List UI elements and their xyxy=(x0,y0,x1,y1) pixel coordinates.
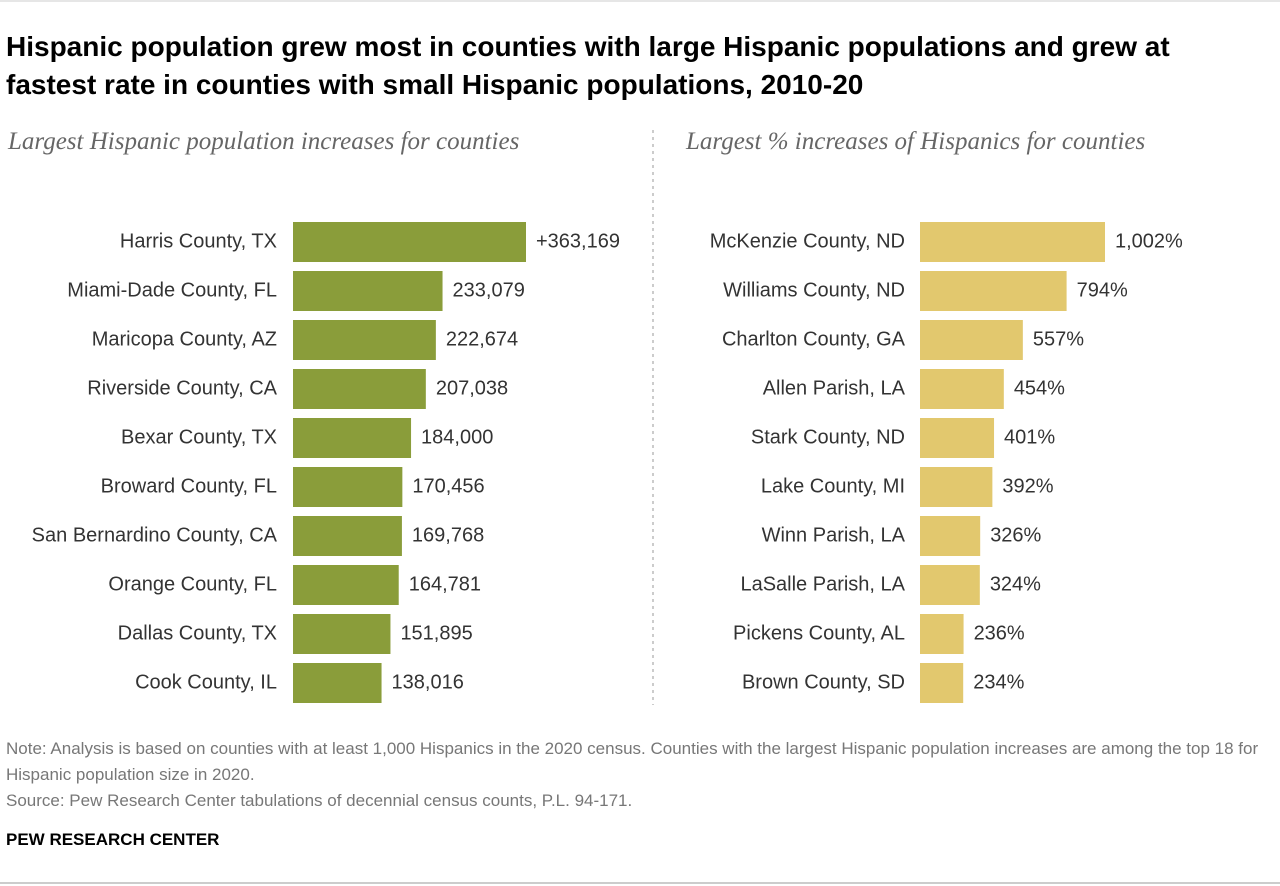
brand: PEW RESEARCH CENTER xyxy=(6,830,220,849)
notes: Note: Analysis is based on counties with… xyxy=(6,736,1280,814)
value-label: 324% xyxy=(990,573,1041,595)
category-label: Maricopa County, AZ xyxy=(92,328,277,350)
value-label: 151,895 xyxy=(400,622,472,644)
category-label: San Bernardino County, CA xyxy=(32,524,278,546)
bar xyxy=(293,516,402,556)
category-label: Riverside County, CA xyxy=(87,377,277,399)
source: Source: Pew Research Center tabulations … xyxy=(6,791,633,810)
bar xyxy=(293,565,399,605)
value-label: 169,768 xyxy=(412,524,484,546)
bar xyxy=(920,614,964,654)
value-label: 557% xyxy=(1033,328,1084,350)
value-label: 794% xyxy=(1077,279,1128,301)
chart-subtitle: Largest Hispanic population increases fo… xyxy=(8,128,520,155)
bar xyxy=(920,418,995,458)
category-label: Bexar County, TX xyxy=(121,426,277,448)
bar xyxy=(920,271,1067,311)
category-label: McKenzie County, ND xyxy=(710,230,905,252)
category-label: Miami-Dade County, FL xyxy=(67,279,277,301)
category-label: Cook County, IL xyxy=(135,671,277,693)
bar xyxy=(293,418,412,458)
category-label: Charlton County, GA xyxy=(722,328,906,350)
bar xyxy=(920,320,1023,360)
bar xyxy=(293,369,426,409)
value-label: 164,781 xyxy=(409,573,481,595)
value-label: 236% xyxy=(974,622,1025,644)
bar xyxy=(293,271,443,311)
value-label: 401% xyxy=(1004,426,1055,448)
value-label: 454% xyxy=(1014,377,1065,399)
category-label: Harris County, TX xyxy=(120,230,277,252)
bar xyxy=(920,663,964,703)
value-label: 184,000 xyxy=(421,426,493,448)
bar xyxy=(920,369,1004,409)
bar xyxy=(920,467,993,507)
bar xyxy=(920,222,1105,262)
value-label: 326% xyxy=(990,524,1041,546)
category-label: Broward County, FL xyxy=(101,475,277,497)
category-label: Orange County, FL xyxy=(108,573,277,595)
category-label: Allen Parish, LA xyxy=(763,377,906,399)
note: Note: Analysis is based on counties with… xyxy=(6,739,1259,784)
value-label: 392% xyxy=(1002,475,1053,497)
bar xyxy=(920,565,980,605)
category-label: Dallas County, TX xyxy=(118,622,277,644)
category-label: Winn Parish, LA xyxy=(762,524,906,546)
value-label: 170,456 xyxy=(412,475,484,497)
value-label: 233,079 xyxy=(453,279,525,301)
bar xyxy=(293,663,382,703)
title: Hispanic population grew most in countie… xyxy=(6,31,1170,100)
bar xyxy=(293,320,436,360)
bar xyxy=(293,614,391,654)
category-label: Williams County, ND xyxy=(723,279,905,301)
bar xyxy=(920,516,981,556)
bar xyxy=(293,467,403,507)
value-label: 1,002% xyxy=(1115,230,1183,252)
value-label: +363,169 xyxy=(536,230,620,252)
bar xyxy=(293,222,526,262)
value-label: 222,674 xyxy=(446,328,518,350)
value-label: 138,016 xyxy=(392,671,464,693)
category-label: Lake County, MI xyxy=(761,475,905,497)
category-label: Stark County, ND xyxy=(751,426,905,448)
chart-subtitle: Largest % increases of Hispanics for cou… xyxy=(686,128,1146,155)
category-label: Pickens County, AL xyxy=(733,622,905,644)
category-label: Brown County, SD xyxy=(742,671,905,693)
category-label: LaSalle Parish, LA xyxy=(740,573,905,595)
value-label: 234% xyxy=(973,671,1024,693)
value-label: 207,038 xyxy=(436,377,508,399)
